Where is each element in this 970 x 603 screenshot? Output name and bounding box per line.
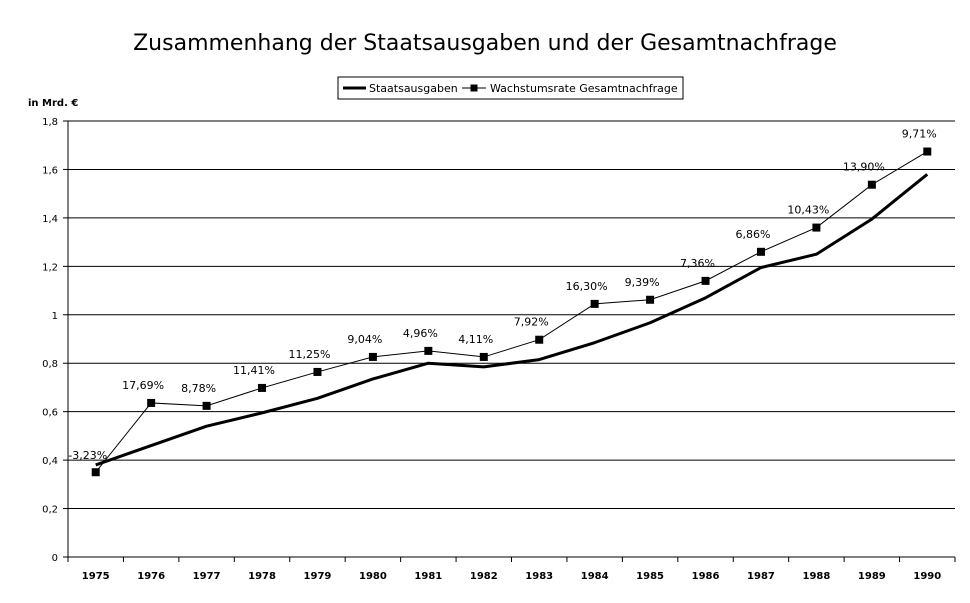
series-line-staatsausgaben	[95, 173, 929, 467]
data-point-wachstumsrate	[812, 223, 821, 232]
data-point-wachstumsrate	[646, 295, 655, 304]
x-tick-label: 1978	[248, 571, 276, 582]
data-label: 7,92%	[514, 316, 549, 329]
data-label: 17,69%	[122, 379, 164, 392]
data-point-wachstumsrate	[313, 367, 322, 376]
y-tick-label: 0	[52, 553, 58, 564]
y-tick-label: 1,6	[42, 165, 58, 176]
x-tick-label: 1988	[802, 571, 830, 582]
data-point-wachstumsrate	[590, 299, 599, 308]
x-tick-label: 1983	[525, 571, 553, 582]
data-label: 8,78%	[181, 382, 216, 395]
x-tick-label: 1986	[692, 571, 720, 582]
y-tick-label: 0,6	[42, 408, 58, 419]
data-point-wachstumsrate	[867, 180, 876, 189]
data-point-wachstumsrate	[479, 352, 488, 361]
y-tick-label: 1,4	[42, 214, 58, 225]
data-label: 11,41%	[233, 364, 275, 377]
x-tick-label: 1990	[913, 571, 941, 582]
data-label: 10,43%	[787, 204, 829, 217]
data-point-wachstumsrate	[923, 147, 932, 156]
y-tick-label: 1	[52, 311, 58, 322]
x-tick-label: 1976	[137, 571, 165, 582]
chart-title: Zusammenhang der Staatsausgaben und der …	[133, 31, 837, 56]
x-tick-label: 1985	[636, 571, 664, 582]
x-tick-label: 1975	[82, 571, 110, 582]
legend-label-wachstumsrate: Wachstumsrate Gesamtnachfrage	[490, 82, 678, 95]
data-label: 11,25%	[288, 348, 330, 361]
data-point-wachstumsrate	[368, 352, 377, 361]
x-tick-label: 1980	[359, 571, 387, 582]
data-point-wachstumsrate	[202, 401, 211, 410]
x-tick-label: 1981	[414, 571, 442, 582]
data-label: 9,71%	[902, 128, 937, 141]
x-tick-label: 1982	[470, 571, 498, 582]
data-label: -3,23%	[68, 449, 107, 462]
data-point-wachstumsrate	[258, 383, 267, 392]
data-point-wachstumsrate	[701, 276, 710, 285]
x-tick-label: 1979	[304, 571, 332, 582]
x-tick-label: 1984	[581, 571, 609, 582]
y-tick-label: 0,8	[42, 359, 58, 370]
y-tick-label: 0,2	[42, 505, 58, 516]
data-point-wachstumsrate	[756, 247, 765, 256]
data-point-wachstumsrate	[147, 398, 156, 407]
legend: Staatsausgaben Wachstumsrate Gesamtnachf…	[337, 76, 684, 100]
y-axis-label: in Mrd. €	[28, 98, 78, 109]
x-tick-label: 1977	[193, 571, 221, 582]
data-label: 6,86%	[735, 228, 770, 241]
data-point-wachstumsrate	[535, 335, 544, 344]
data-label: 9,39%	[625, 276, 660, 289]
y-tick-label: 0,4	[42, 456, 58, 467]
x-tick-label: 1989	[858, 571, 886, 582]
series-line-wachstumsrate	[95, 151, 928, 473]
data-point-wachstumsrate	[424, 346, 433, 355]
data-label: 9,04%	[347, 333, 382, 346]
y-tick-label: 1,2	[42, 262, 58, 273]
y-tick-label: 1,8	[42, 117, 58, 128]
data-label: 7,36%	[680, 257, 715, 270]
legend-label-staatsausgaben: Staatsausgaben	[369, 82, 458, 95]
data-label: 16,30%	[566, 280, 608, 293]
legend-marker-wachstumsrate	[470, 84, 478, 92]
x-tick-label: 1987	[747, 571, 775, 582]
data-label: 4,11%	[458, 333, 493, 346]
data-point-wachstumsrate	[91, 468, 100, 477]
data-label: 4,96%	[403, 327, 438, 340]
data-label: 13,90%	[843, 161, 885, 174]
